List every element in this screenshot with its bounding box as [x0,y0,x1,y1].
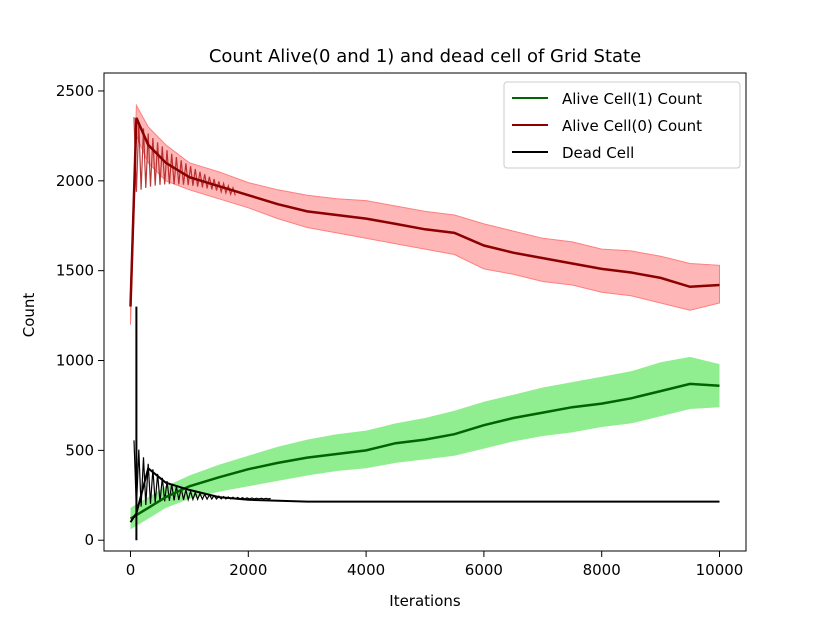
dead-oscillation [133,440,271,509]
x-tick-label: 2000 [229,561,267,579]
legend-label-dead: Dead Cell [562,144,634,162]
alive1-line [129,382,720,520]
legend-label-alive1: Alive Cell(1) Count [562,90,702,108]
y-tick-label: 1500 [56,262,94,280]
y-tick-label: 500 [65,441,94,459]
dead-line [129,466,720,523]
y-tick-label: 2000 [56,172,94,190]
series-group [129,103,720,541]
chart-title: Count Alive(0 and 1) and dead cell of Gr… [209,46,641,67]
x-tick-label: 8000 [583,561,621,579]
plot-area [129,103,720,541]
x-tick-label: 10000 [696,561,744,579]
y-tick-label: 0 [84,531,94,549]
alive0-line [129,117,720,307]
y-axis-label: Count [20,293,38,338]
alive1-band [130,356,720,530]
y-tick-label: 2500 [56,82,94,100]
x-tick-label: 4000 [347,561,385,579]
x-axis-label: Iterations [389,592,461,610]
legend-frame [503,81,741,169]
legend: Alive Cell(1) Count Alive Cell(0) Count … [503,81,741,169]
axes-frame [103,72,747,552]
axes: 0 2000 4000 6000 8000 10000 0 500 1000 1500 2000 25… [56,72,747,579]
x-tick-label: 0 [126,561,136,579]
legend-label-alive0: Alive Cell(0) Count [562,117,702,135]
y-tick-label: 1000 [56,352,94,370]
x-tick-label: 6000 [465,561,503,579]
alive0-band [130,103,720,325]
